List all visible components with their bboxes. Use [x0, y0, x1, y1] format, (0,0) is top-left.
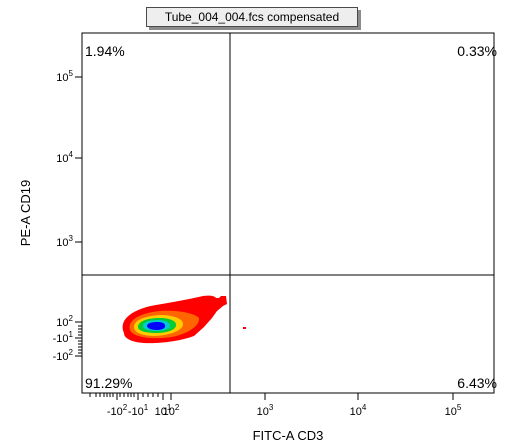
x-tick-label: 102 — [163, 403, 180, 418]
quadrant-upper-left-label: 1.94% — [85, 43, 125, 59]
plot-title: Tube_004_004.fcs compensated — [146, 7, 358, 27]
outlier-event — [243, 327, 246, 329]
y-tick-label: 104 — [56, 150, 73, 165]
y-tick-label: 103 — [56, 234, 73, 249]
quadrant-upper-right-label: 0.33% — [457, 43, 497, 59]
plot-frame — [81, 32, 495, 394]
x-tick-label: 105 — [445, 403, 462, 418]
x-tick-label: 103 — [257, 403, 274, 418]
quadrant-lower-left-label: 91.29% — [85, 375, 132, 391]
x-tick-label: 101 — [155, 403, 172, 418]
y-tick-label: 105 — [56, 69, 73, 84]
y-tick-label: -102 — [53, 348, 74, 363]
y-axis-label: PE-A CD19 — [18, 180, 33, 246]
quadrant-lower-right-label: 6.43% — [457, 375, 497, 391]
x-tick-label: 104 — [350, 403, 367, 418]
x-axis-label: FITC-A CD3 — [253, 428, 324, 443]
x-tick-label: -102 — [107, 403, 128, 418]
y-axis-ticks: 105 104 103 102-101 -102 — [53, 69, 82, 363]
density-level-blue — [147, 322, 166, 330]
y-tick-label: -101 — [53, 330, 74, 345]
population-blob — [122, 295, 246, 344]
y-tick-label: 102 — [56, 314, 73, 329]
x-tick-label: -101 — [128, 403, 149, 418]
